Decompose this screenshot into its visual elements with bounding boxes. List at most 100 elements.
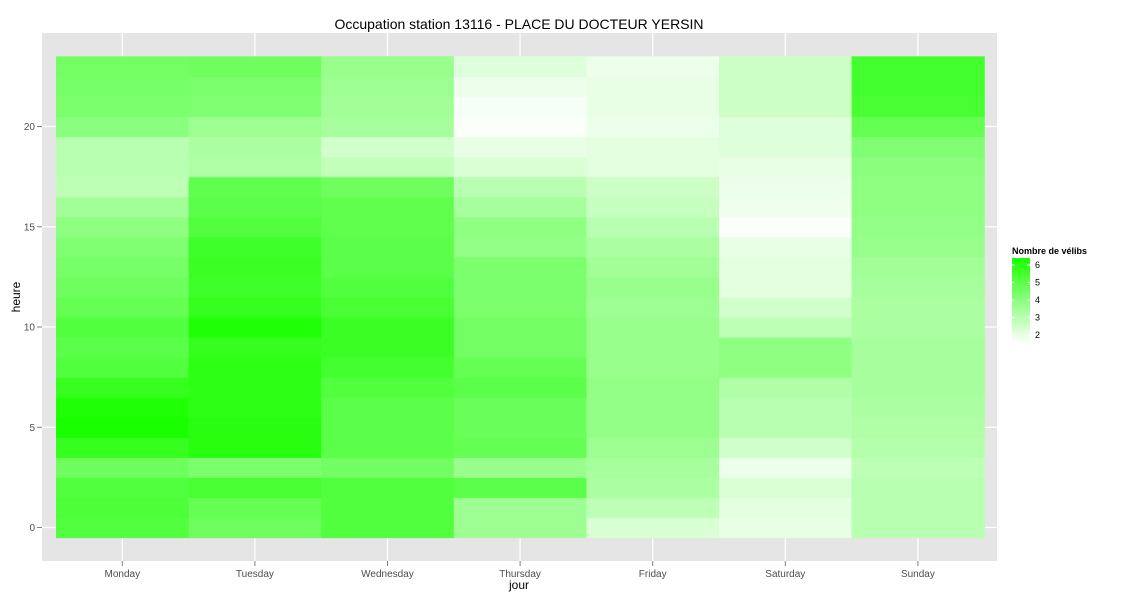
heatmap-cell [851,176,985,198]
heatmap-cell [586,96,720,118]
heatmap-cell [719,316,853,338]
heatmap-cell [719,56,853,77]
legend-title: Nombre de vélibs [1012,246,1087,256]
heatmap-cell [586,176,720,198]
heatmap-cell [188,337,322,358]
heatmap-cell [188,397,322,418]
heatmap-cell [453,276,587,298]
y-tick-label: 15 [24,222,36,233]
x-tick-label: Tuesday [236,569,274,580]
heatmap-cell [586,256,720,278]
heatmap-cell [719,156,853,178]
heatmap-cell [56,56,190,77]
y-tick-label: 20 [24,122,36,133]
x-tick-label: Saturday [765,569,805,580]
heatmap-cell [851,337,985,358]
heatmap-cell [321,256,455,278]
heatmap-cell [719,517,853,539]
heatmap-cell [56,316,190,338]
heatmap-cell [188,196,322,218]
x-axis: Monday Tuesday Wednesday Thursday Friday Satu… [105,561,935,580]
heatmap-cell [851,296,985,318]
heatmap-cell [719,136,853,158]
heatmap-cell [188,517,322,539]
heatmap-cell [453,196,587,218]
heatmap-cell [586,216,720,238]
heatmap-cell [453,136,587,158]
heatmap-cell [321,517,455,539]
heatmap-cell [453,316,587,338]
heatmap-cell [719,497,853,519]
heatmap-cell [56,397,190,418]
heatmap-cell [321,397,455,418]
heatmap-cell [188,377,322,398]
heatmap-cell [188,437,322,458]
heatmap-cell [851,256,985,278]
heatmap-cell [56,517,190,539]
x-tick-label: Friday [639,569,667,580]
heatmap-cell [453,176,587,198]
heatmap-cell [321,236,455,258]
heatmap-cell [851,497,985,519]
heatmap-cell [453,216,587,238]
heatmap-cell [851,437,985,458]
heatmap-cell [321,296,455,318]
heatmap-cell [188,96,322,118]
heatmap-cell [321,437,455,458]
color-legend: Nombre de vélibs 2 3 4 5 6 [1012,246,1087,344]
heatmap-cell [321,316,455,338]
heatmap-cell [851,96,985,118]
heatmap-cell [453,96,587,118]
heatmap-cell [188,156,322,178]
heatmap-cell [586,296,720,318]
heatmap-cell [321,116,455,138]
heatmap-cell [453,256,587,278]
heatmap-cell [321,56,455,77]
heatmap-cell [586,56,720,77]
heatmap-cell [586,497,720,519]
heatmap-cell [719,397,853,418]
heatmap-cell [719,196,853,218]
heatmap-cell [586,337,720,358]
heatmap-cell [321,276,455,298]
heatmap-cell [321,136,455,158]
heatmap-cell [851,417,985,438]
heatmap-cell [851,397,985,418]
heatmap-cell [56,457,190,478]
heatmap-cell [56,296,190,318]
heatmap-cell [188,176,322,198]
heatmap-cell [321,196,455,218]
heatmap-cell [719,236,853,258]
heatmap-cell [586,437,720,458]
heatmap-cell [586,156,720,178]
heatmap-cell [188,477,322,499]
heatmap-cell [56,216,190,238]
heatmap-cell [321,477,455,499]
heatmap-cell [586,377,720,398]
heatmap-cell [719,337,853,358]
heatmap-cell [321,497,455,519]
heatmap-cell [586,76,720,98]
heatmap-cell [453,437,587,458]
heatmap-cell [586,417,720,438]
heatmap-cell [719,96,853,118]
heatmap-cell [56,156,190,178]
chart-title: Occupation station 13116 - PLACE DU DOCT… [334,16,703,32]
heatmap-cell [851,357,985,378]
heatmap-cell [586,477,720,499]
heatmap-cell [453,377,587,398]
x-tick-label: Sunday [901,569,935,580]
heatmap-cell [56,437,190,458]
heatmap-cell [851,116,985,138]
legend-tick-label: 5 [1035,278,1040,288]
heatmap-cell [851,276,985,298]
heatmap-cell [56,337,190,358]
heatmap-cell [586,316,720,338]
heatmap-cell [719,417,853,438]
heatmap-cell [321,216,455,238]
heatmap-cell [586,357,720,378]
heatmap-cell [56,477,190,499]
heatmap-cell [56,176,190,198]
legend-tick-label: 3 [1035,313,1040,323]
